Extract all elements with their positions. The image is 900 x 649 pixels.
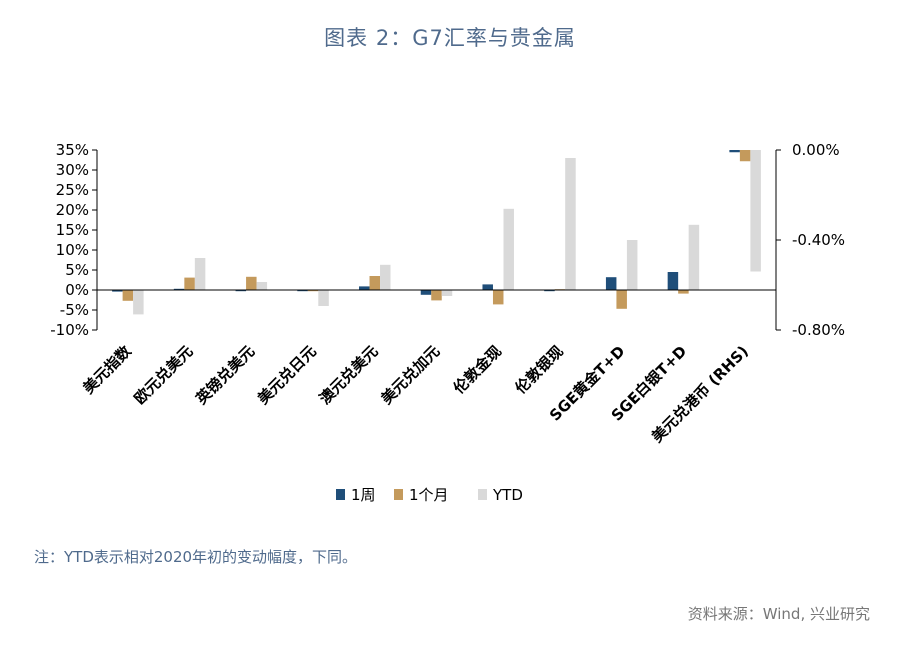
chart-title: 图表 2：G7汇率与贵金属	[324, 26, 576, 50]
left-tick-label: -10%	[50, 321, 89, 339]
bar-1w	[667, 272, 679, 290]
left-axis: 35% 30% 25% 20% 15% 10% 5% 0% -5% -10%	[50, 141, 98, 339]
bar-ytd	[256, 282, 268, 290]
bar-ytd	[688, 224, 700, 290]
bar-1m	[739, 150, 751, 162]
right-tick-label: -0.80%	[792, 321, 845, 339]
category-label: 伦敦金现	[450, 342, 505, 397]
left-tick-label: 10%	[56, 241, 89, 259]
category-label: 英镑兑美元	[192, 342, 258, 408]
bar-1w	[482, 284, 493, 290]
bar-1w	[605, 277, 617, 290]
bar-ytd	[441, 290, 453, 296]
category-label: 欧元兑美元	[131, 342, 197, 408]
bar-ytd	[565, 158, 576, 290]
bar-ytd	[750, 150, 761, 272]
bar-1w	[235, 290, 247, 292]
right-tick-label: 0.00%	[792, 141, 840, 159]
bar-1w	[729, 150, 740, 153]
bar-ytd	[626, 240, 638, 290]
legend-swatch	[336, 489, 345, 500]
source-note: 资料来源：Wind, 兴业研究	[687, 605, 870, 623]
legend-label: YTD	[492, 486, 523, 504]
bar-ytd	[380, 264, 391, 290]
legend-label: 1周	[351, 486, 376, 504]
bar-1m	[431, 290, 442, 301]
bar-ytd	[194, 258, 206, 290]
bars	[112, 150, 761, 315]
bar-ytd	[503, 208, 514, 290]
legend-label: 1个月	[409, 486, 449, 504]
left-tick-label: 35%	[56, 141, 89, 159]
bar-1w	[420, 290, 432, 295]
bar-1w	[297, 290, 308, 292]
left-tick-label: -5%	[60, 301, 89, 319]
bar-ytd	[318, 290, 329, 306]
bar-1w	[112, 290, 123, 292]
footnote: 注：YTD表示相对2020年初的变动幅度，下同。	[34, 548, 358, 566]
legend: 1周 1个月 YTD	[336, 486, 523, 504]
category-label: 澳元兑美元	[316, 342, 382, 408]
right-axis: 0.00% -0.40% -0.80%	[775, 141, 845, 339]
bar-1m	[307, 290, 319, 292]
left-tick-label: 20%	[56, 201, 89, 219]
category-label: 美元指数	[80, 341, 136, 397]
left-tick-label: 30%	[56, 161, 89, 179]
bar-ytd	[133, 290, 144, 315]
bar-1m	[184, 277, 195, 290]
bar-1w	[544, 290, 555, 292]
left-tick-label: 25%	[56, 181, 89, 199]
legend-swatch	[478, 489, 487, 500]
category-label: 伦敦银现	[512, 342, 567, 397]
bar-1m	[122, 290, 134, 301]
bar-1m	[678, 290, 689, 294]
category-label: 美元兑日元	[254, 342, 320, 408]
bar-1w	[173, 288, 185, 290]
left-tick-label: 15%	[56, 221, 89, 239]
right-tick-label: -0.40%	[792, 231, 845, 249]
bar-1m	[369, 276, 381, 290]
left-tick-label: 5%	[65, 261, 89, 279]
category-label: 美元兑加元	[378, 342, 444, 408]
bar-1m	[246, 276, 257, 290]
legend-swatch	[394, 489, 403, 500]
bar-1w	[359, 286, 370, 290]
left-tick-label: 0%	[65, 281, 89, 299]
bar-1m	[616, 290, 627, 309]
bar-1m	[492, 290, 504, 305]
